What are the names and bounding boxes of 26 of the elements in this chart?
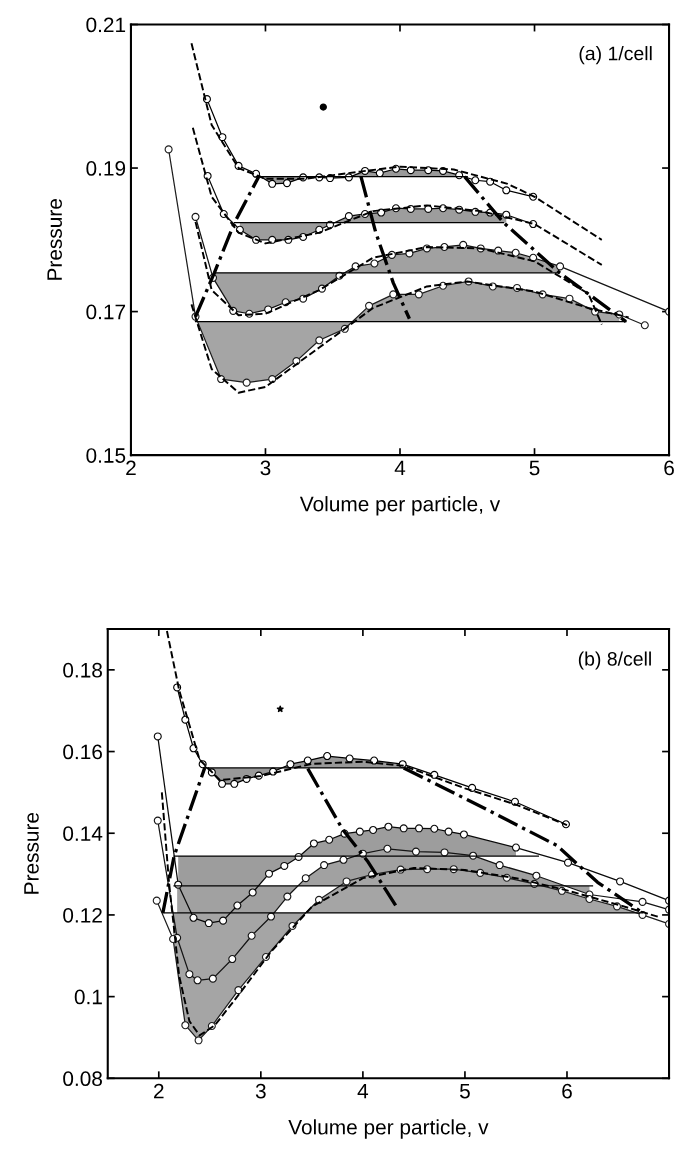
x-tick-label: 3 [255,1083,266,1099]
y-tick-label: 0.1 [74,989,102,1005]
x-tick-label: 2 [126,460,136,476]
y-tick-label: 0.16 [63,744,102,760]
x-tick-label: 3 [260,460,271,476]
x-tick-label: 2 [154,1083,164,1099]
annotation: (b) 8/cell [578,651,651,670]
y-tick-label: 0.17 [86,304,126,320]
y-axis-title: Pressure [47,199,62,280]
y-tick-label: 0.08 [63,1071,102,1087]
x-axis-title: Volume per particle, v [288,1119,489,1139]
y-tick-label: 0.15 [86,448,126,463]
x-tick-label: 5 [459,1083,470,1099]
x-axis-title: Volume per particle, v [299,496,501,516]
x-tick-label: 4 [394,460,406,476]
x-tick-label: 6 [562,1083,572,1099]
y-tick-label: 0.19 [86,161,126,176]
y-axis-title: Pressure [24,812,39,894]
x-tick-label: 5 [529,460,540,476]
y-tick-label: 0.18 [63,662,102,678]
y-tick-label: 0.14 [63,826,103,841]
annotation: (a) 1/cell [579,46,652,65]
x-tick-label: 4 [357,1083,369,1099]
x-tick-label: 6 [664,460,674,476]
y-tick-label: 0.21 [86,17,126,33]
y-tick-label: 0.12 [63,907,102,923]
